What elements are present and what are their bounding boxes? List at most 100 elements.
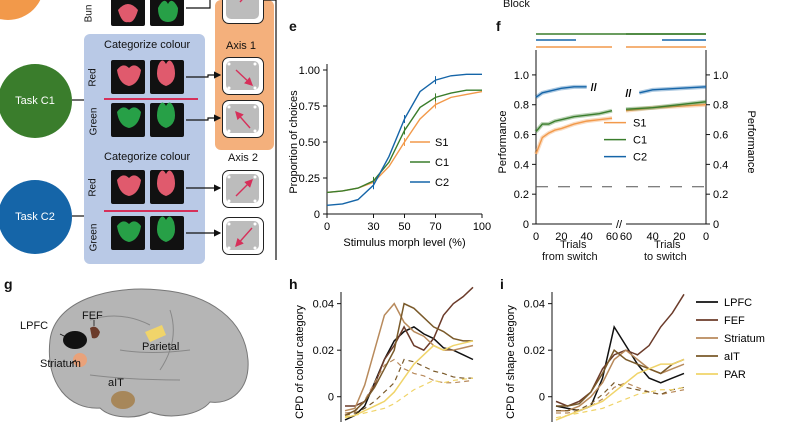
- f-xtick-label-right: 20: [673, 231, 685, 243]
- f-axis-break: //: [616, 219, 623, 231]
- f-line-right-c1: [625, 101, 707, 110]
- f-line-left-s1: [535, 117, 613, 155]
- category-boundary-1: [104, 98, 198, 100]
- i-legend-label-fef: FEF: [724, 315, 745, 327]
- stimulus-shapes: [117, 0, 178, 242]
- chart-i-ytick-label: 0.02: [524, 345, 545, 357]
- e-xtick-label: 70: [429, 221, 441, 233]
- chart-e: 0 0.25 0.50 0.75 1.00 0 30 50 70 100 Stimulus morp…: [288, 64, 491, 249]
- e-ytick-label: 0: [314, 209, 320, 221]
- e-xtick-label: 50: [398, 221, 410, 233]
- e-ytick-label: 0.25: [299, 173, 320, 185]
- task-c1-circle: Task C1: [0, 64, 72, 138]
- panel-g-letter: g: [4, 276, 13, 292]
- f-ytick-label-left: 0.4: [514, 159, 529, 171]
- chart-h-ytick-label: 0.02: [313, 345, 334, 357]
- striatum-region: [73, 353, 87, 367]
- blob-shape-red-top: [118, 4, 138, 23]
- f-ytick-label-right: 1.0: [713, 70, 728, 82]
- f-ytick-label-right: 0.4: [713, 159, 728, 171]
- chart-h-ytick-label: 0: [328, 392, 334, 404]
- label-lpfc: LPFC: [20, 320, 49, 332]
- chart-i-ytick-label: 0: [539, 392, 545, 404]
- brain-outline: [48, 288, 249, 418]
- f-line-left-c2: [535, 86, 587, 98]
- f-line-left-c1: [535, 110, 613, 133]
- task-c1-label: Task C1: [15, 95, 55, 107]
- categorize-colour-label-2: Categorize colour: [104, 151, 191, 163]
- f-legend-label-c1: C1: [633, 135, 647, 147]
- lpfc-region: [63, 331, 87, 349]
- f-line-right-s1: [625, 104, 707, 112]
- response-screen-top: [222, 0, 264, 24]
- chart-i-line-par: [555, 358, 685, 421]
- bunny-shape-green-top: [158, 0, 178, 23]
- fef-region: [90, 326, 100, 339]
- f-xtick-label-right: 0: [703, 231, 709, 243]
- blob-shape-green-1: [117, 107, 141, 128]
- chart-h-dashed-ait: [344, 358, 473, 416]
- e-legend-label-s1: S1: [435, 137, 448, 149]
- e-xtick-label: 30: [367, 221, 379, 233]
- panel-f-letter: f: [496, 18, 501, 34]
- chart-i-ylabel: CPD of shape category: [505, 305, 517, 419]
- brain-sulci: [89, 309, 191, 381]
- e-ylabel: Proportion of choices: [288, 90, 300, 194]
- f-ytick-label-right: 0: [713, 219, 719, 231]
- bunny-shape-red-2: [157, 170, 175, 196]
- task-c2-circle: Task C2: [0, 180, 72, 254]
- axis2-label: Axis 2: [228, 152, 258, 164]
- f-xtick-label-left: 20: [555, 231, 567, 243]
- parietal-region: [145, 325, 166, 342]
- chart-h-dashed-par: [344, 377, 474, 418]
- chart-i-dashed-ait: [556, 382, 685, 412]
- f-line-right-c2: [639, 86, 707, 94]
- blob-shape-red-1: [117, 65, 141, 86]
- connector-lines: [72, 0, 277, 260]
- panel-f-block-label: Block: [503, 0, 530, 10]
- chart-h-ytick-label: 0.04: [313, 299, 334, 311]
- f-xtick-label-left: 0: [533, 231, 539, 243]
- f-ytick-label-left: 0: [523, 219, 529, 231]
- f-ytick-label-left: 0.2: [514, 189, 529, 201]
- f-ytick-label-right: 0.6: [713, 130, 728, 142]
- chart-i-ytick-label: 0.04: [524, 299, 545, 311]
- f-ytick-label-left: 1.0: [514, 70, 529, 82]
- f-xlabel-left-line1: Trials: [560, 239, 587, 251]
- chart-h-line-par: [344, 340, 474, 419]
- response-arrows: [235, 0, 254, 248]
- chart-h-line-ait: [344, 302, 473, 417]
- axis1-label: Axis 1: [226, 40, 256, 52]
- screen-dots: [227, 62, 257, 250]
- f-ylabel-right: Performance: [745, 111, 757, 174]
- chart-i-line-ait: [556, 349, 685, 407]
- categorize-colour-label-1: Categorize colour: [104, 39, 191, 51]
- chart-i-line-lpfc: [555, 324, 685, 412]
- e-xtick-label: 100: [473, 221, 491, 233]
- ait-region: [111, 391, 135, 409]
- chart-i: 0 0.02 0.04 CPD of shape category LPFC FEF Str…: [505, 292, 765, 422]
- chart-h-ylabel: CPD of colour category: [294, 305, 306, 419]
- e-legend-label-c1: C1: [435, 157, 449, 169]
- f-ylabel-left: Performance: [497, 111, 509, 174]
- chart-f: //0 00.2 0.20.4 0.40.6 0.60.8 0.81.0 1.00 20 40 6…: [497, 33, 757, 243]
- f-xlabel-left-line2: from switch: [542, 251, 598, 263]
- bunny-shape-green-2: [157, 216, 175, 242]
- f-ytick-label-right: 0.8: [713, 100, 728, 112]
- chart-i-dashed-par: [555, 386, 685, 419]
- f-xtick-label-left: 40: [581, 231, 593, 243]
- e-legend-label-c2: C2: [435, 177, 449, 189]
- chart-h: 0 0.02 0.04 CPD of colour category: [294, 286, 474, 422]
- panel-i-letter: i: [500, 276, 504, 292]
- f-xlabel-right-line1: Trials: [654, 239, 681, 251]
- f-xlabel-right-line2: to switch: [644, 251, 687, 263]
- task-c2-label: Task C2: [15, 211, 55, 223]
- i-legend-label-par: PAR: [724, 369, 746, 381]
- label-striatum: Striatum: [40, 358, 81, 370]
- f-xtick-label-right: 40: [647, 231, 659, 243]
- panel-e-letter: e: [289, 18, 297, 34]
- f-c2-break-right: //: [625, 88, 631, 100]
- blob-shape-red-2: [117, 175, 141, 196]
- chart-h-dashed-striatum: [344, 358, 474, 414]
- category-boundary-2: [104, 210, 198, 212]
